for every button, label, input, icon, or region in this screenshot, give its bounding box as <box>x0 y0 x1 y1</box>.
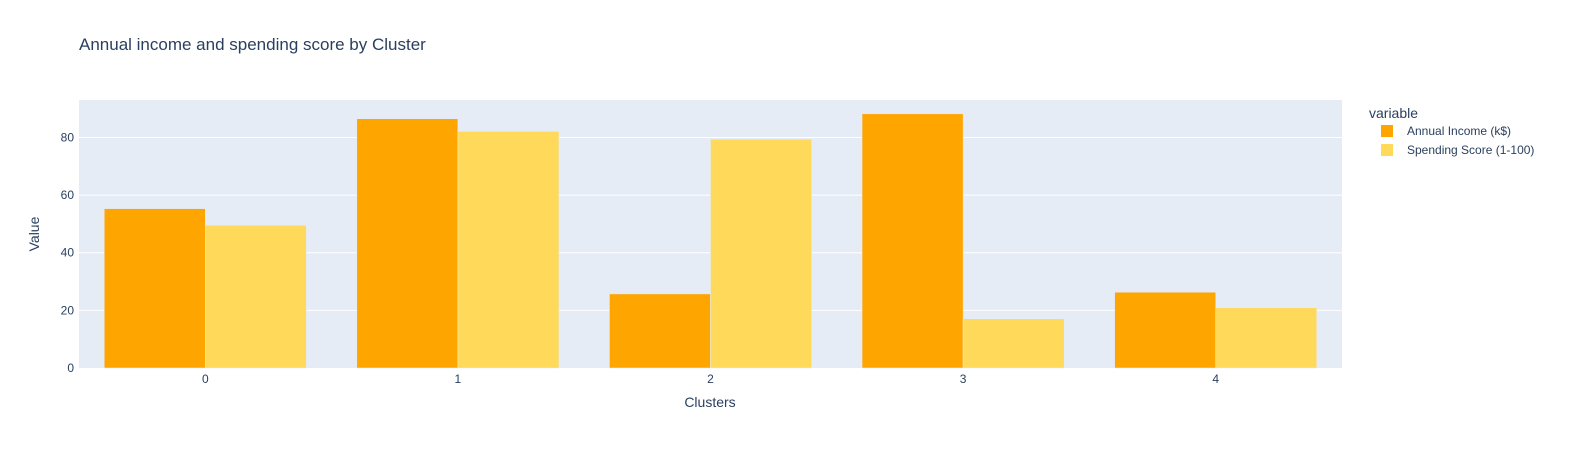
bars <box>104 113 1317 369</box>
x-tick-label: 3 <box>960 372 967 386</box>
legend-items[interactable]: Annual Income (k$) Spending Score (1-100) <box>1381 124 1534 157</box>
legend[interactable]: variable Annual Income (k$) Spending Scor… <box>1369 105 1534 157</box>
bar-spending-score-cluster-3[interactable] <box>962 318 1065 369</box>
y-axis-ticks: 0 20 40 60 80 <box>61 130 75 375</box>
legend-title: variable <box>1369 105 1418 121</box>
legend-item-label[interactable]: Annual Income (k$) <box>1407 124 1511 138</box>
y-tick-label: 40 <box>61 246 75 260</box>
x-tick-label: 2 <box>707 372 714 386</box>
bar-annual-income-cluster-0[interactable] <box>104 208 206 369</box>
legend-swatch[interactable] <box>1381 144 1393 156</box>
bar-spending-score-cluster-2[interactable] <box>710 138 812 369</box>
bar-annual-income-cluster-4[interactable] <box>1114 291 1216 369</box>
y-axis-label: Value <box>26 216 42 251</box>
legend-swatch[interactable] <box>1381 125 1393 137</box>
y-tick-label: 80 <box>61 130 75 144</box>
x-axis-label: Clusters <box>684 394 735 410</box>
y-tick-label: 60 <box>61 188 75 202</box>
bar-annual-income-cluster-1[interactable] <box>356 118 459 369</box>
x-axis-ticks: 0 1 2 3 4 <box>202 372 1219 386</box>
bar-spending-score-cluster-4[interactable] <box>1215 307 1317 369</box>
chart-title: Annual income and spending score by Clus… <box>79 35 426 54</box>
bar-annual-income-cluster-2[interactable] <box>609 293 711 369</box>
bar-spending-score-cluster-1[interactable] <box>457 131 560 369</box>
x-tick-label: 1 <box>455 372 462 386</box>
bar-spending-score-cluster-0[interactable] <box>205 225 307 369</box>
bar-annual-income-cluster-3[interactable] <box>861 113 964 369</box>
x-tick-label: 4 <box>1212 372 1219 386</box>
y-tick-label: 20 <box>61 303 75 317</box>
x-tick-label: 0 <box>202 372 209 386</box>
legend-item-label[interactable]: Spending Score (1-100) <box>1407 143 1534 157</box>
y-tick-label: 0 <box>67 361 74 375</box>
